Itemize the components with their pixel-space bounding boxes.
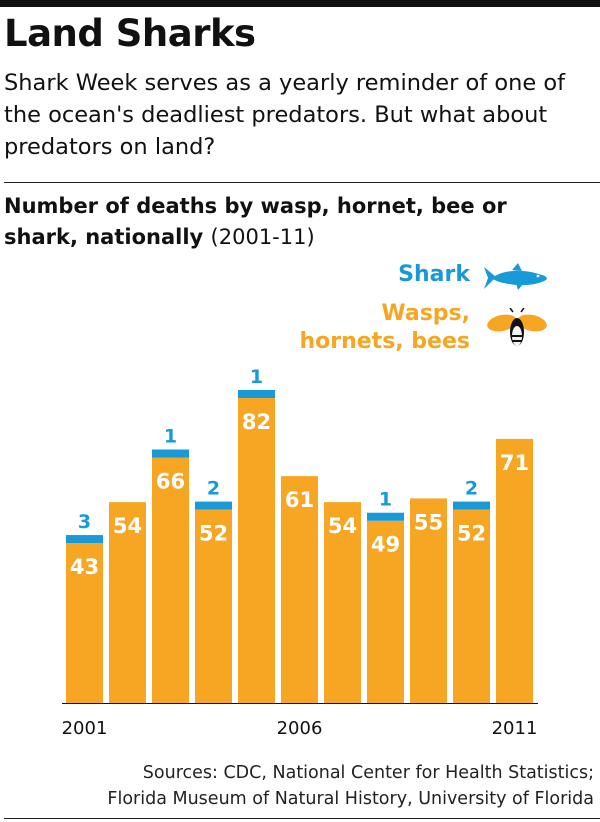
- bar-bees-2006: [281, 476, 318, 703]
- data-label-shark-2001: 3: [78, 511, 91, 533]
- data-label-shark-2003: 1: [164, 426, 177, 448]
- section-divider: [4, 182, 600, 183]
- chart-title-block: Number of deaths by wasp, hornet, bee or…: [4, 191, 564, 253]
- top-rule: [0, 0, 600, 7]
- chart-title: Number of deaths by wasp, hornet, bee or…: [4, 194, 507, 249]
- sources-line-2: Florida Museum of Natural History, Unive…: [107, 789, 594, 809]
- legend-bees-label: Wasps, hornets, bees: [299, 301, 470, 354]
- sources-line-1: Sources: CDC, National Center for Health…: [142, 763, 594, 783]
- data-label-bees-2006: 61: [285, 488, 314, 512]
- data-label-bees-2002: 54: [113, 514, 142, 538]
- x-tick-label-2001: 2001: [62, 718, 108, 739]
- chart-subtitle: (2001-11): [210, 225, 315, 249]
- x-tick-label-2006: 2006: [277, 718, 323, 739]
- bar-shark-2010: [453, 501, 490, 510]
- bar-bees-2002: [109, 502, 146, 703]
- legend-shark-label: Shark: [398, 262, 470, 287]
- data-label-bees-2007: 54: [328, 514, 357, 538]
- data-label-bees-2010: 52: [457, 522, 486, 546]
- bar-shark-2003: [152, 449, 189, 458]
- bar-bees-2003: [152, 457, 189, 703]
- data-label-shark-2004: 2: [207, 478, 220, 500]
- bar-shark-2008: [367, 512, 404, 521]
- bar-bees-2008: [367, 520, 404, 703]
- data-label-shark-2005: 1: [250, 366, 263, 388]
- data-label-shark-2010: 2: [465, 478, 478, 500]
- bottom-rule: [4, 818, 600, 819]
- bar-bees-2004: [195, 509, 232, 703]
- data-label-bees-2004: 52: [199, 522, 228, 546]
- x-tick-label-2011: 2011: [492, 718, 538, 739]
- data-label-bees-2011: 71: [500, 451, 529, 475]
- page-title: Land Sharks: [4, 12, 256, 55]
- bar-shark-2005: [238, 390, 275, 398]
- data-label-bees-2003: 66: [156, 470, 185, 494]
- shark-icon: [484, 263, 547, 290]
- page-subtitle: Shark Week serves as a yearly reminder o…: [4, 70, 566, 160]
- bar-bees-2009: [410, 498, 447, 703]
- bee-icon: [487, 308, 547, 346]
- data-label-bees-2009: 55: [414, 510, 443, 534]
- bar-bees-2011: [496, 438, 533, 703]
- bar-bees-2007: [324, 502, 361, 703]
- bar-bees-2010: [453, 509, 490, 703]
- data-label-bees-2005: 82: [242, 410, 271, 434]
- bar-bees-2001: [66, 543, 103, 703]
- data-label-bees-2001: 43: [70, 555, 99, 579]
- bar-shark-2001: [66, 535, 103, 544]
- bar-bees-2005: [238, 398, 275, 703]
- data-label-bees-2008: 49: [371, 533, 400, 557]
- bar-shark-2004: [195, 501, 232, 510]
- data-label-shark-2008: 1: [379, 489, 392, 511]
- sources: Sources: CDC, National Center for Health…: [107, 760, 594, 812]
